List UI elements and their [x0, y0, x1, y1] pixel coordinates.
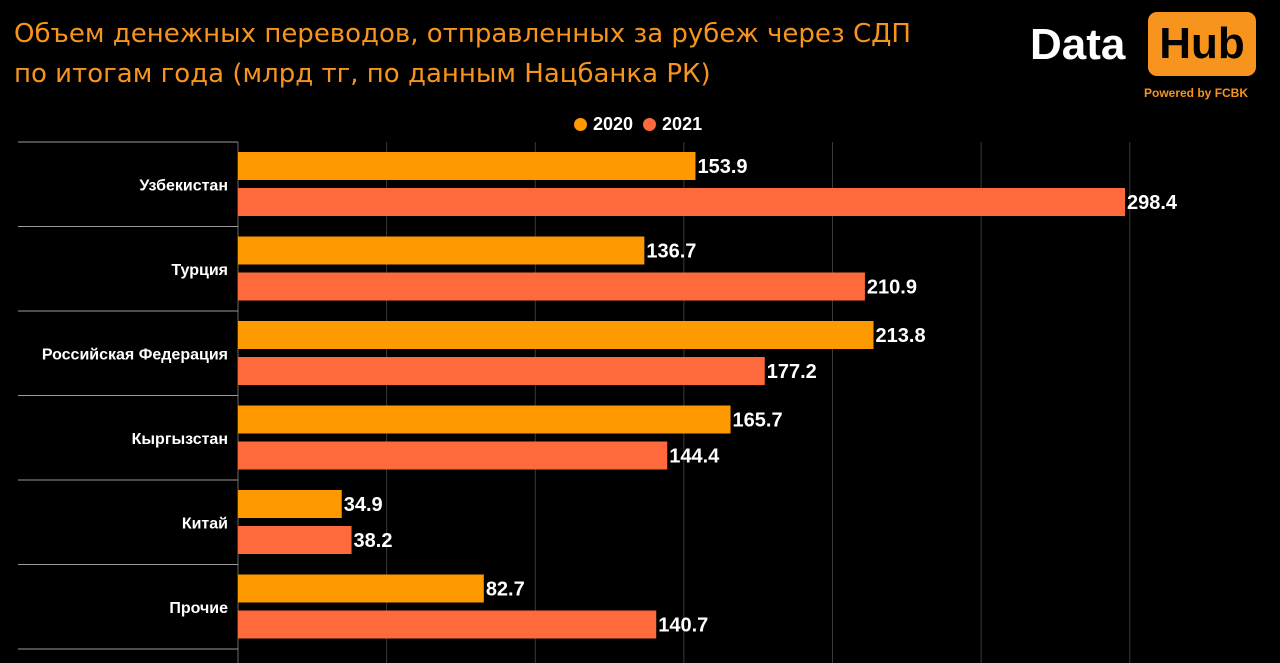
- data-label-2021: 140.7: [658, 615, 708, 637]
- bar-2021: [238, 272, 865, 301]
- bar-2021: [238, 188, 1125, 216]
- data-label-2021: 177.2: [767, 361, 817, 383]
- data-label-2020: 82.7: [486, 579, 525, 601]
- category-label: Китай: [182, 515, 228, 532]
- chart-title-line-1: Объем денежных переводов, отправленных з…: [14, 19, 911, 49]
- datahub-logo: Data Hub Powered by FCBK: [1030, 12, 1258, 104]
- data-label-2021: 144.4: [669, 446, 720, 468]
- bar-2020: [238, 574, 484, 603]
- data-label-2020: 34.9: [344, 494, 383, 516]
- category-label: Турция: [171, 262, 228, 279]
- category-label: Прочие: [169, 600, 228, 617]
- data-label-2020: 136.7: [646, 241, 696, 263]
- category-label: Кыргызстан: [132, 431, 228, 448]
- category-label: Российская Федерация: [42, 346, 228, 363]
- bar-2021: [238, 441, 668, 470]
- logo-data-text: Data: [1030, 20, 1126, 69]
- data-label-2021: 38.2: [354, 530, 393, 552]
- legend-label-2020: 2020: [593, 113, 634, 134]
- bar-2021: [238, 526, 352, 554]
- data-label-2021: 210.9: [867, 277, 917, 299]
- chart-title-line-2: по итогам года (млрд тг, по данным Нацба…: [14, 59, 711, 89]
- legend-dot-2020: [574, 117, 587, 131]
- bar-2021: [238, 610, 657, 639]
- bar-2020: [238, 490, 342, 518]
- data-label-2020: 165.7: [733, 410, 783, 432]
- bar-2020: [238, 321, 874, 349]
- legend-label-2021: 2021: [662, 113, 703, 134]
- legend-item-2021: 2021: [643, 114, 702, 135]
- bar-2020: [238, 405, 731, 434]
- legend-item-2020: 2020: [574, 114, 633, 135]
- logo-hub-badge: Hub: [1148, 12, 1256, 76]
- category-label: Узбекистан: [139, 177, 228, 194]
- bar-2020: [238, 236, 645, 265]
- logo-powered-by: Powered by FCBK: [1144, 86, 1249, 100]
- bar-2020: [238, 152, 696, 180]
- chart-legend: 2020 2021: [574, 113, 702, 135]
- data-label-2020: 153.9: [697, 156, 747, 178]
- bar-2021: [238, 357, 765, 385]
- legend-dot-2021: [643, 117, 657, 131]
- chart-title: Объем денежных переводов, отправленных з…: [14, 14, 974, 94]
- data-label-2020: 213.8: [876, 325, 926, 347]
- data-label-2021: 298.4: [1127, 192, 1178, 214]
